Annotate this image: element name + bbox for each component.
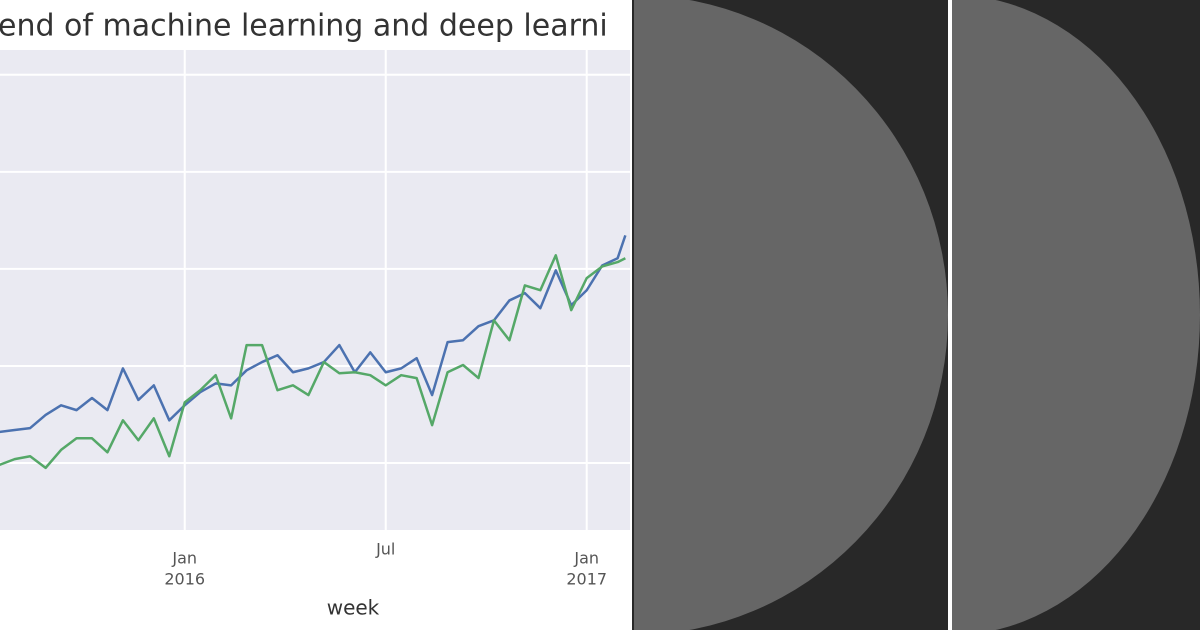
chart-title: end of machine learning and deep learni (0, 9, 608, 44)
series-line (0, 254, 626, 470)
x-tick-label: Jan (171, 549, 197, 568)
half-circle (634, 0, 948, 630)
half-circle (952, 0, 1200, 630)
x-tick-label: Jul (375, 540, 395, 559)
x-axis-label: week (327, 596, 380, 620)
x-tick-label: Jan (573, 549, 599, 568)
lines (0, 234, 627, 470)
ticks: Jan 2016 Jul Jan 2017 (164, 540, 607, 589)
x-tick-label: 2017 (566, 570, 607, 589)
series-line (0, 234, 627, 434)
x-tick-label: 2016 (164, 570, 205, 589)
divider (948, 0, 952, 630)
